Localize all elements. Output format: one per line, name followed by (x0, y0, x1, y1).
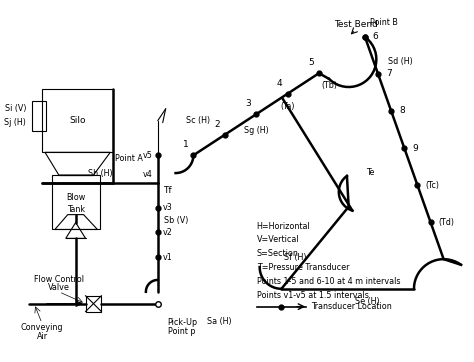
Text: v4: v4 (143, 170, 153, 179)
Bar (85, 296, 101, 312)
Text: 6: 6 (373, 33, 379, 41)
Text: Sd (H): Sd (H) (388, 57, 413, 66)
Text: (Tb): (Tb) (321, 81, 337, 90)
Bar (32, 101, 46, 131)
Text: Sc (H): Sc (H) (186, 116, 210, 125)
Text: 1: 1 (182, 140, 188, 150)
Text: Blow: Blow (66, 193, 86, 202)
Text: (Td): (Td) (438, 218, 455, 227)
Text: 4: 4 (277, 79, 283, 88)
Text: H=Horizontal: H=Horizontal (257, 222, 310, 231)
Text: Point A: Point A (115, 154, 143, 163)
Text: Si (V): Si (V) (5, 104, 26, 113)
Bar (52, 175, 100, 230)
Text: v2: v2 (163, 228, 173, 237)
Text: Sb (V): Sb (V) (164, 216, 188, 224)
Text: Points v1-v5 at 1.5 intervals: Points v1-v5 at 1.5 intervals (257, 291, 369, 300)
Text: Se (H): Se (H) (355, 297, 380, 306)
Text: 5: 5 (308, 58, 314, 67)
Text: Point p: Point p (168, 327, 195, 336)
Text: v5: v5 (143, 151, 153, 160)
Text: (Tc): (Tc) (425, 181, 439, 190)
Text: Test Bend: Test Bend (334, 20, 377, 29)
Text: Sf (H): Sf (H) (284, 253, 307, 262)
Text: Flow Control: Flow Control (34, 275, 84, 284)
Text: S=Section: S=Section (257, 249, 299, 258)
Text: Sa (H): Sa (H) (207, 316, 232, 325)
Text: Te: Te (366, 168, 375, 177)
Text: 9: 9 (412, 144, 418, 152)
Text: V=Vertical: V=Vertical (257, 235, 299, 244)
Text: Point B: Point B (370, 18, 398, 27)
Text: 8: 8 (399, 106, 405, 115)
Text: Sh (H): Sh (H) (88, 169, 112, 178)
Text: Air: Air (36, 332, 47, 341)
Text: Tf: Tf (163, 186, 171, 195)
Text: T=Pressure Transducer: T=Pressure Transducer (257, 263, 349, 272)
Text: Points 1-5 and 6-10 at 4 m intervals: Points 1-5 and 6-10 at 4 m intervals (257, 277, 400, 286)
Text: (Ta): (Ta) (280, 102, 295, 111)
Text: 7: 7 (386, 70, 392, 79)
Text: Sg (H): Sg (H) (244, 126, 269, 135)
Bar (42, 89, 113, 152)
Text: Sj (H): Sj (H) (4, 118, 26, 127)
Text: Pick-Up: Pick-Up (168, 319, 198, 328)
Text: Valve: Valve (48, 283, 70, 292)
Text: 2: 2 (214, 120, 219, 129)
Text: Transducer Location: Transducer Location (311, 302, 392, 311)
Text: Tank: Tank (67, 205, 85, 214)
Text: 3: 3 (246, 99, 251, 108)
Text: v3: v3 (163, 203, 173, 212)
Text: Conveying: Conveying (21, 323, 64, 332)
Text: v1: v1 (163, 253, 173, 262)
Text: Silo: Silo (69, 116, 86, 125)
